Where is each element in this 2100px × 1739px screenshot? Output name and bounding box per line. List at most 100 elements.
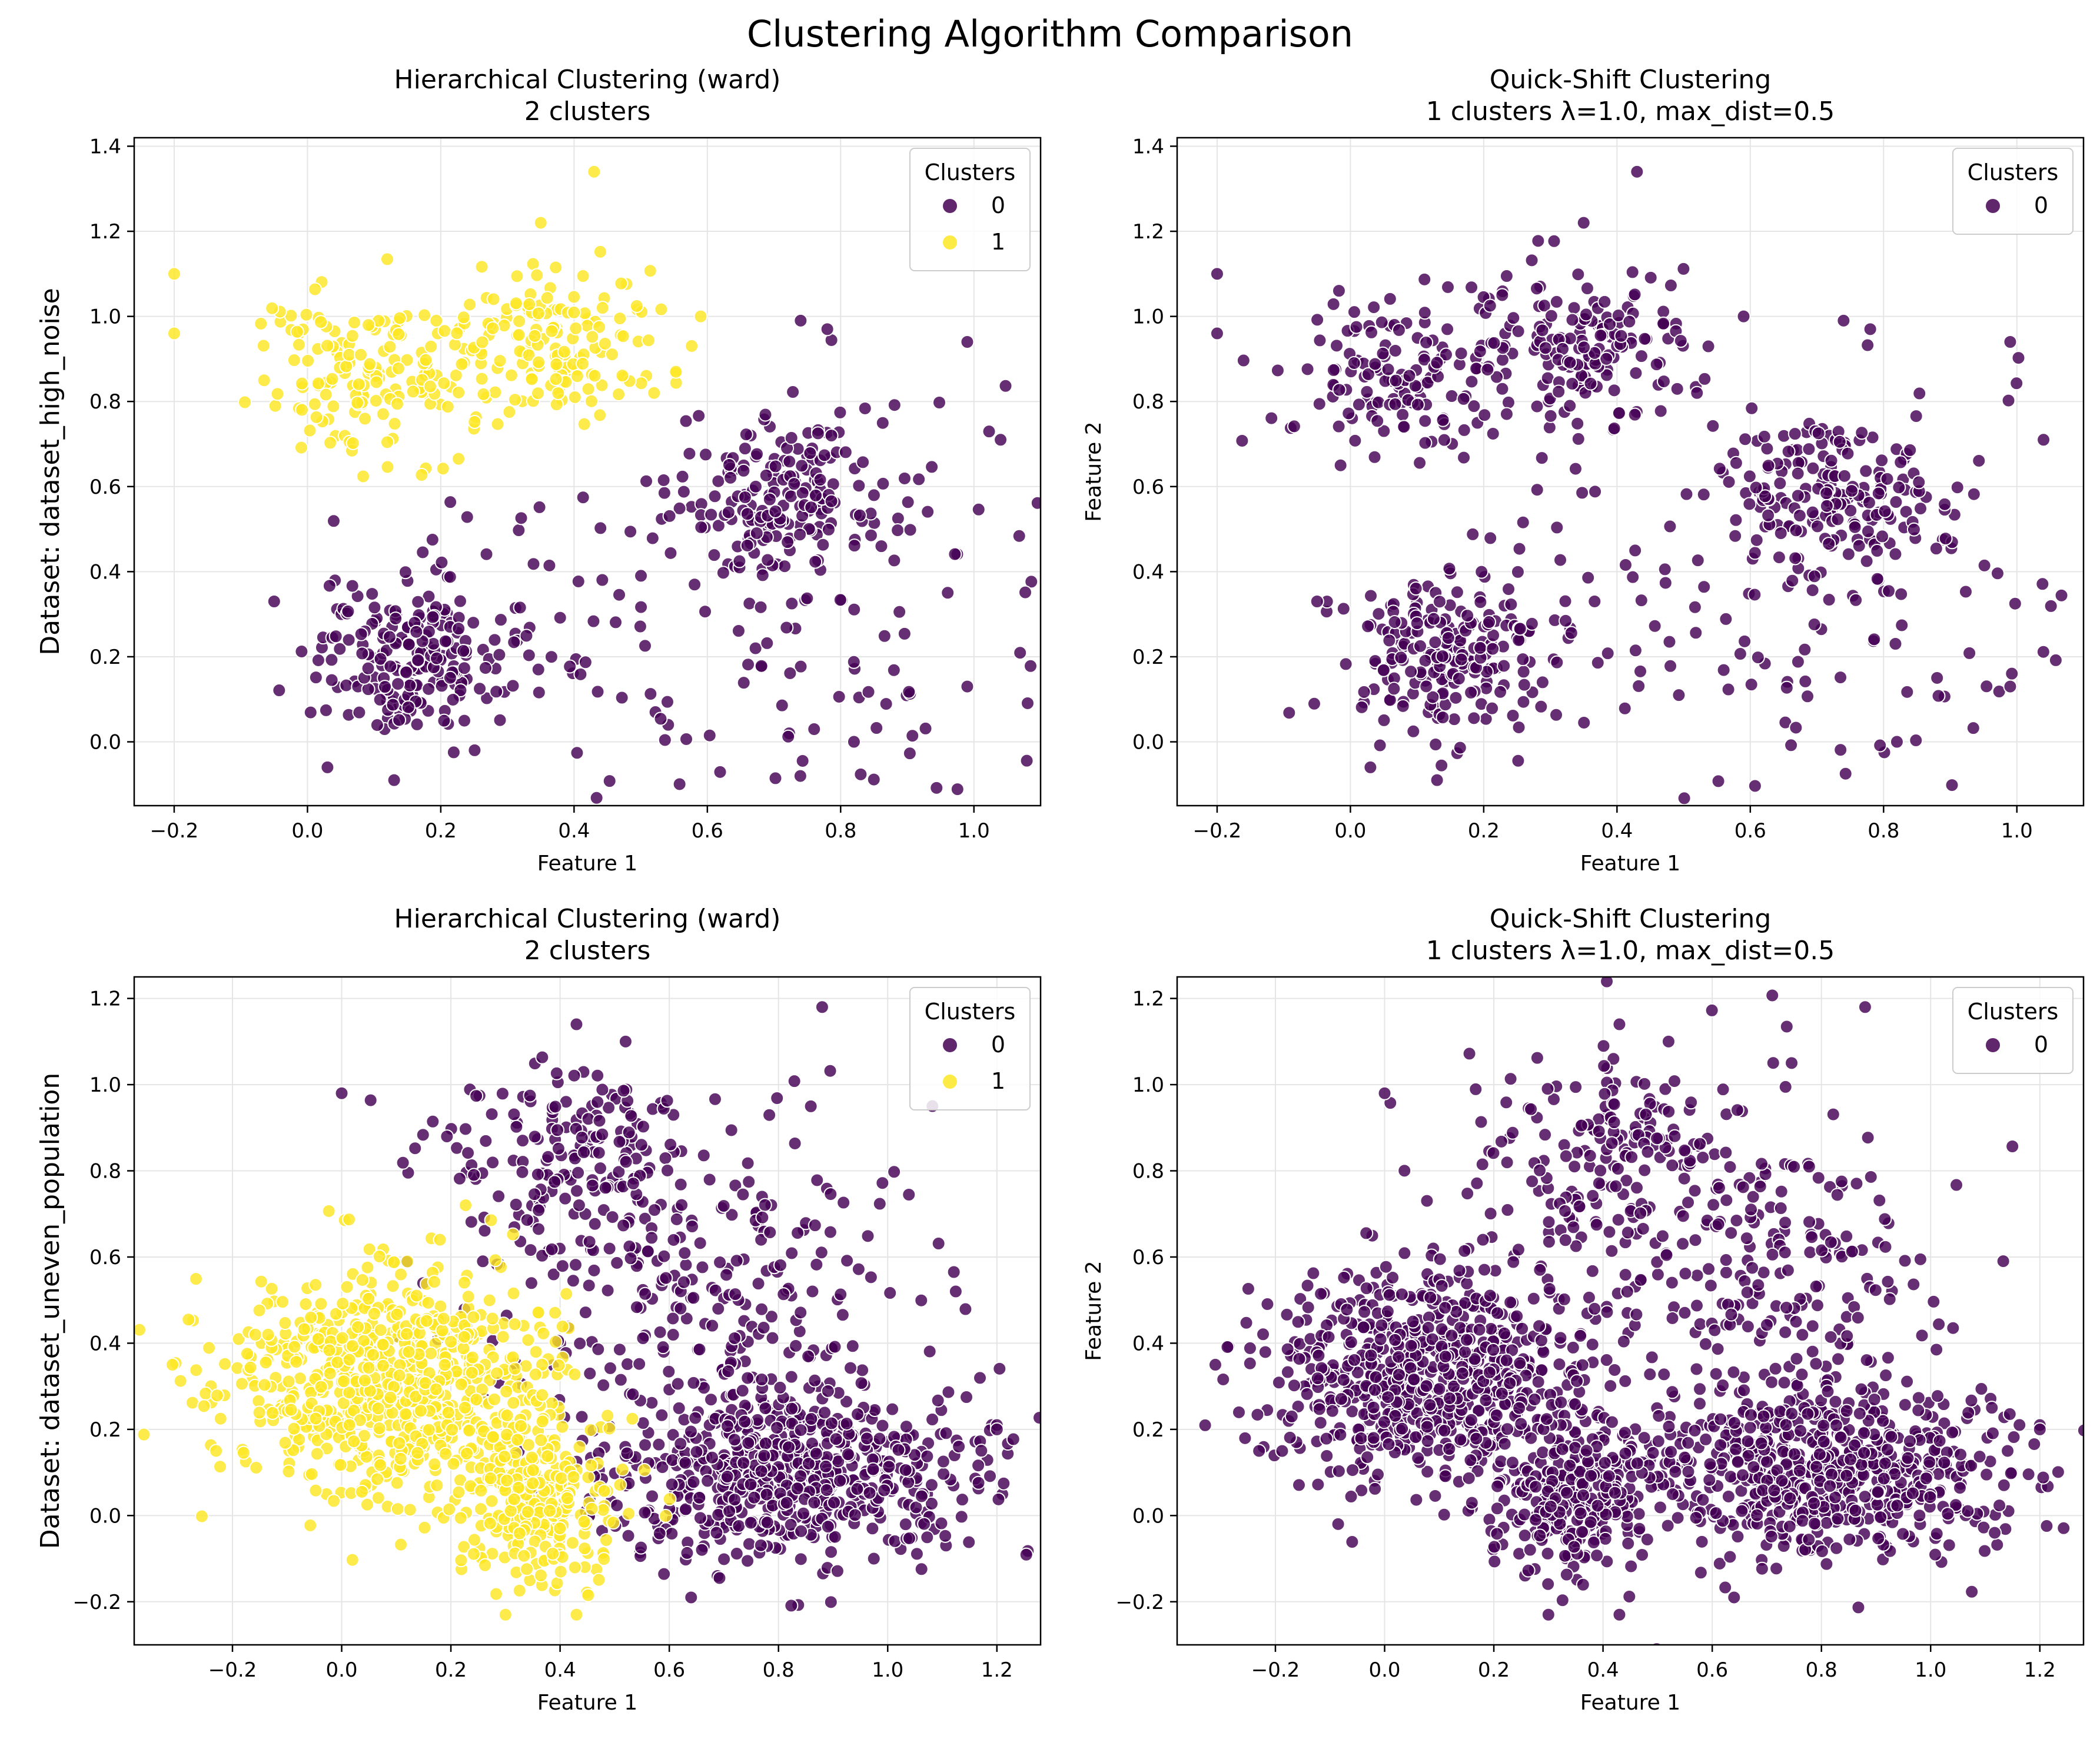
data-point-cluster-0 <box>941 586 955 600</box>
data-point-cluster-0 <box>1839 1404 1854 1418</box>
data-point-cluster-0 <box>1513 621 1527 636</box>
data-point-cluster-0 <box>1810 1298 1825 1313</box>
data-point-cluster-1 <box>453 1511 468 1525</box>
data-point-cluster-0 <box>693 1236 707 1251</box>
data-point-cluster-0 <box>1524 253 1539 268</box>
data-point-cluster-0 <box>341 633 356 647</box>
data-point-cluster-0 <box>760 636 775 650</box>
data-point-cluster-0 <box>519 629 534 643</box>
series-0 <box>1198 977 2084 1645</box>
data-point-cluster-0 <box>1388 397 1403 411</box>
data-point-cluster-0 <box>808 1373 822 1388</box>
data-point-cluster-0 <box>750 447 765 461</box>
data-point-cluster-0 <box>692 1342 707 1356</box>
data-point-cluster-0 <box>1872 1193 1887 1208</box>
data-point-cluster-1 <box>265 1405 280 1420</box>
data-point-cluster-0 <box>416 1128 430 1142</box>
data-point-cluster-0 <box>551 1141 566 1156</box>
data-point-cluster-0 <box>679 731 694 746</box>
data-point-cluster-0 <box>669 1212 684 1226</box>
data-point-cluster-0 <box>1769 1561 1784 1576</box>
data-point-cluster-0 <box>640 1244 655 1259</box>
data-point-cluster-0 <box>1656 316 1671 331</box>
data-point-cluster-0 <box>634 1540 649 1555</box>
data-point-cluster-0 <box>1830 512 1845 527</box>
data-point-cluster-0 <box>724 1123 739 1138</box>
data-point-cluster-1 <box>314 1379 328 1394</box>
data-point-cluster-0 <box>410 864 423 877</box>
data-point-cluster-0 <box>614 690 629 705</box>
data-point-cluster-0 <box>1930 670 1945 685</box>
data-point-cluster-0 <box>399 665 414 680</box>
data-point-cluster-0 <box>885 1402 900 1417</box>
data-point-cluster-1 <box>486 1429 500 1444</box>
data-point-cluster-1 <box>575 357 590 371</box>
data-point-cluster-0 <box>653 1325 667 1339</box>
data-point-cluster-1 <box>615 368 630 383</box>
data-point-cluster-1 <box>506 1227 520 1242</box>
data-point-cluster-0 <box>996 1476 1011 1491</box>
data-point-cluster-0 <box>760 1515 775 1530</box>
data-point-cluster-0 <box>1457 450 1471 465</box>
data-point-cluster-0 <box>1696 1150 1710 1165</box>
data-point-cluster-0 <box>960 679 975 694</box>
data-point-cluster-0 <box>1549 707 1564 722</box>
data-point-cluster-0 <box>1706 418 1720 433</box>
data-point-cluster-0 <box>1688 1233 1703 1248</box>
data-point-cluster-1 <box>584 1501 599 1516</box>
data-point-cluster-0 <box>1388 373 1403 388</box>
data-point-cluster-1 <box>102 1357 115 1370</box>
data-point-cluster-0 <box>862 1485 877 1500</box>
data-point-cluster-0 <box>1807 569 1822 584</box>
data-point-cluster-1 <box>303 423 317 438</box>
data-point-cluster-0 <box>1929 1342 1944 1357</box>
data-point-cluster-0 <box>1569 1080 1583 1095</box>
x-tick-label: 1.0 <box>958 819 990 843</box>
data-point-cluster-0 <box>339 678 354 693</box>
data-point-cluster-0 <box>1694 1534 1709 1549</box>
data-point-cluster-0 <box>909 1547 924 1561</box>
data-point-cluster-0 <box>1533 1163 1547 1178</box>
data-point-cluster-0 <box>866 772 881 787</box>
data-point-cluster-0 <box>612 587 627 602</box>
data-point-cluster-0 <box>605 1210 620 1225</box>
data-point-cluster-0 <box>392 713 407 727</box>
data-point-cluster-1 <box>393 1451 408 1466</box>
data-point-cluster-1 <box>506 1286 521 1301</box>
data-point-cluster-0 <box>938 1528 953 1543</box>
data-point-cluster-0 <box>656 473 671 487</box>
data-point-cluster-0 <box>1958 584 1973 599</box>
data-point-cluster-0 <box>1662 1419 1676 1434</box>
data-point-cluster-0 <box>624 1109 639 1123</box>
data-point-cluster-0 <box>1485 701 1500 716</box>
data-point-cluster-0 <box>1687 1423 1702 1438</box>
legend-marker-0 <box>1985 198 2001 214</box>
data-point-cluster-0 <box>479 1133 493 1148</box>
data-point-cluster-0 <box>1730 1529 1745 1544</box>
data-point-cluster-0 <box>1474 564 1489 579</box>
data-point-cluster-1 <box>466 1547 481 1561</box>
data-point-cluster-0 <box>1848 1438 1862 1452</box>
data-point-cluster-0 <box>657 1567 672 1581</box>
data-point-cluster-1 <box>325 371 340 386</box>
data-point-cluster-0 <box>1871 486 1886 501</box>
data-point-cluster-0 <box>1775 1474 1789 1488</box>
data-point-cluster-0 <box>732 1518 746 1533</box>
data-point-cluster-0 <box>716 566 730 580</box>
data-point-cluster-0 <box>1735 1504 1749 1518</box>
legend-title: Clusters <box>925 999 1016 1025</box>
data-point-cluster-1 <box>410 1445 425 1460</box>
data-point-cluster-0 <box>1992 1498 2007 1513</box>
data-point-cluster-0 <box>1713 1412 1728 1427</box>
data-point-cluster-0 <box>1535 323 1550 338</box>
data-point-cluster-1 <box>669 364 683 379</box>
data-point-cluster-1 <box>202 1341 217 1355</box>
data-point-cluster-1 <box>587 368 602 383</box>
x-axis-label: Feature 1 <box>537 852 637 876</box>
data-point-cluster-0 <box>1568 461 1583 476</box>
data-point-cluster-0 <box>1788 551 1803 566</box>
data-point-cluster-0 <box>1670 381 1684 396</box>
